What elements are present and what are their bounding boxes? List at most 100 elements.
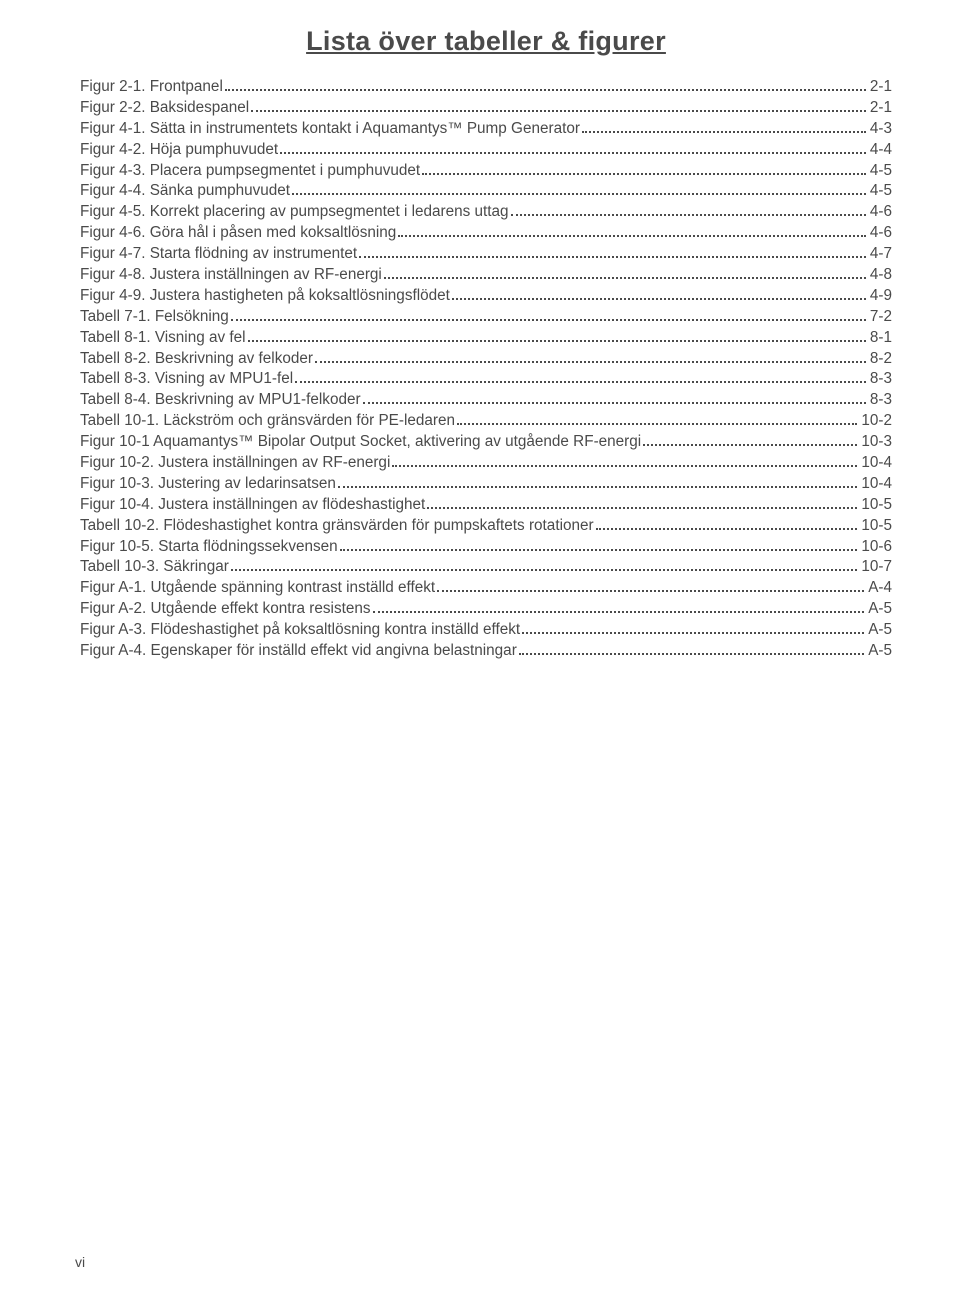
- toc-entry-page: A-5: [868, 643, 892, 658]
- toc-row: Figur 4-8. Justera inställningen av RF-e…: [80, 267, 892, 282]
- toc-entry-label: Tabell 10-1. Läckström och gränsvärden f…: [80, 413, 455, 428]
- toc-row: Figur 10-1 Aquamantys™ Bipolar Output So…: [80, 434, 892, 449]
- toc-leader-dots: [248, 340, 866, 342]
- toc-row: Tabell 8-4. Beskrivning av MPU1-felkoder…: [80, 392, 892, 407]
- toc-entry-page: 4-3: [870, 121, 892, 136]
- toc-row: Figur A-1. Utgående spänning kontrast in…: [80, 580, 892, 595]
- toc-leader-dots: [373, 611, 865, 613]
- toc-row: Figur 10-4. Justera inställningen av flö…: [80, 497, 892, 512]
- toc-entry-label: Figur 4-2. Höja pumphuvudet: [80, 142, 278, 157]
- toc-entry-page: A-4: [868, 580, 892, 595]
- toc-entry-label: Figur 10-3. Justering av ledarinsatsen: [80, 476, 336, 491]
- toc-entry-page: 4-5: [870, 163, 892, 178]
- toc-entry-label: Tabell 7-1. Felsökning: [80, 309, 229, 324]
- toc-entry-page: 4-5: [870, 183, 892, 198]
- toc-leader-dots: [359, 256, 866, 258]
- toc-entry-page: 10-6: [861, 539, 892, 554]
- toc-leader-dots: [384, 277, 866, 279]
- toc-entry-label: Figur 10-5. Starta flödningssekvensen: [80, 539, 338, 554]
- toc-entry-page: 2-1: [870, 100, 892, 115]
- toc-entry-page: 8-3: [870, 392, 892, 407]
- toc-row: Tabell 7-1. Felsökning 7-2: [80, 309, 892, 324]
- toc-leader-dots: [292, 193, 866, 195]
- toc-row: Figur 4-9. Justera hastigheten på koksal…: [80, 288, 892, 303]
- toc-entry-label: Figur 10-4. Justera inställningen av flö…: [80, 497, 425, 512]
- toc-entry-label: Figur 4-9. Justera hastigheten på koksal…: [80, 288, 450, 303]
- toc-leader-dots: [392, 465, 857, 467]
- toc-leader-dots: [596, 528, 858, 530]
- toc-leader-dots: [437, 590, 864, 592]
- toc-leader-dots: [457, 423, 857, 425]
- toc-entry-page: A-5: [868, 601, 892, 616]
- toc-row: Figur 4-4. Sänka pumphuvudet 4-5: [80, 183, 892, 198]
- toc-leader-dots: [511, 214, 866, 216]
- toc-entry-label: Tabell 10-3. Säkringar: [80, 559, 229, 574]
- toc-row: Tabell 8-3. Visning av MPU1-fel 8-3: [80, 371, 892, 386]
- toc-row: Figur 2-2. Baksidespanel 2-1: [80, 100, 892, 115]
- toc-entry-page: 4-8: [870, 267, 892, 282]
- toc-row: Tabell 10-2. Flödeshastighet kontra grän…: [80, 518, 892, 533]
- toc-entry-label: Figur 4-4. Sänka pumphuvudet: [80, 183, 290, 198]
- toc-row: Figur 4-3. Placera pumpsegmentet i pumph…: [80, 163, 892, 178]
- toc-row: Figur 4-5. Korrekt placering av pumpsegm…: [80, 204, 892, 219]
- toc-leader-dots: [398, 235, 866, 237]
- toc-leader-dots: [452, 298, 866, 300]
- toc-leader-dots: [643, 444, 857, 446]
- toc-entry-label: Figur 2-1. Frontpanel: [80, 79, 223, 94]
- toc-leader-dots: [315, 361, 866, 363]
- toc-entry-page: 10-7: [861, 559, 892, 574]
- toc-entry-label: Figur A-1. Utgående spänning kontrast in…: [80, 580, 435, 595]
- toc-leader-dots: [422, 173, 866, 175]
- toc-entry-page: 8-3: [870, 371, 892, 386]
- toc-row: Figur 4-2. Höja pumphuvudet 4-4: [80, 142, 892, 157]
- toc-entry-label: Figur A-4. Egenskaper för inställd effek…: [80, 643, 517, 658]
- toc-row: Figur A-3. Flödeshastighet på koksaltlös…: [80, 622, 892, 637]
- toc-entry-label: Figur 4-8. Justera inställningen av RF-e…: [80, 267, 382, 282]
- toc-leader-dots: [280, 152, 866, 154]
- toc-entry-page: 10-4: [861, 476, 892, 491]
- toc-entry-label: Figur 2-2. Baksidespanel: [80, 100, 249, 115]
- toc-entry-label: Figur 10-1 Aquamantys™ Bipolar Output So…: [80, 434, 641, 449]
- toc-entry-label: Tabell 8-1. Visning av fel: [80, 330, 246, 345]
- toc-entry-page: 7-2: [870, 309, 892, 324]
- toc-entry-label: Figur 4-3. Placera pumpsegmentet i pumph…: [80, 163, 420, 178]
- toc-leader-dots: [231, 569, 858, 571]
- toc-leader-dots: [582, 131, 866, 133]
- page-title: Lista över tabeller & figurer: [306, 26, 666, 57]
- toc-row: Figur 10-5. Starta flödningssekvensen 10…: [80, 539, 892, 554]
- toc-leader-dots: [231, 319, 866, 321]
- toc-list: Figur 2-1. Frontpanel 2-1Figur 2-2. Baks…: [80, 79, 892, 658]
- toc-entry-label: Tabell 8-2. Beskrivning av felkoder: [80, 351, 313, 366]
- toc-row: Figur 4-6. Göra hål i påsen med koksaltl…: [80, 225, 892, 240]
- toc-row: Figur 10-2. Justera inställningen av RF-…: [80, 455, 892, 470]
- toc-entry-label: Figur A-3. Flödeshastighet på koksaltlös…: [80, 622, 520, 637]
- toc-entry-page: 2-1: [870, 79, 892, 94]
- toc-leader-dots: [522, 632, 864, 634]
- toc-entry-page: 4-6: [870, 225, 892, 240]
- toc-entry-page: 4-6: [870, 204, 892, 219]
- page-number-footer: vi: [75, 1254, 85, 1270]
- toc-entry-page: 4-9: [870, 288, 892, 303]
- toc-entry-page: 4-7: [870, 246, 892, 261]
- toc-entry-label: Figur A-2. Utgående effekt kontra resist…: [80, 601, 371, 616]
- toc-leader-dots: [225, 89, 866, 91]
- toc-row: Figur A-2. Utgående effekt kontra resist…: [80, 601, 892, 616]
- toc-entry-page: 10-5: [861, 518, 892, 533]
- toc-row: Tabell 10-1. Läckström och gränsvärden f…: [80, 413, 892, 428]
- toc-entry-label: Figur 4-6. Göra hål i påsen med koksaltl…: [80, 225, 396, 240]
- toc-entry-label: Tabell 8-4. Beskrivning av MPU1-felkoder: [80, 392, 361, 407]
- toc-leader-dots: [338, 486, 857, 488]
- toc-row: Figur 10-3. Justering av ledarinsatsen 1…: [80, 476, 892, 491]
- toc-entry-label: Figur 4-1. Sätta in instrumentets kontak…: [80, 121, 580, 136]
- page-title-container: Lista över tabeller & figurer: [80, 26, 892, 57]
- toc-leader-dots: [340, 549, 858, 551]
- toc-row: Figur 4-1. Sätta in instrumentets kontak…: [80, 121, 892, 136]
- toc-entry-label: Figur 10-2. Justera inställningen av RF-…: [80, 455, 390, 470]
- toc-leader-dots: [251, 110, 866, 112]
- toc-row: Figur 2-1. Frontpanel 2-1: [80, 79, 892, 94]
- toc-row: Tabell 10-3. Säkringar 10-7: [80, 559, 892, 574]
- toc-entry-page: 8-1: [870, 330, 892, 345]
- toc-entry-page: 4-4: [870, 142, 892, 157]
- toc-leader-dots: [427, 507, 857, 509]
- toc-entry-label: Tabell 8-3. Visning av MPU1-fel: [80, 371, 293, 386]
